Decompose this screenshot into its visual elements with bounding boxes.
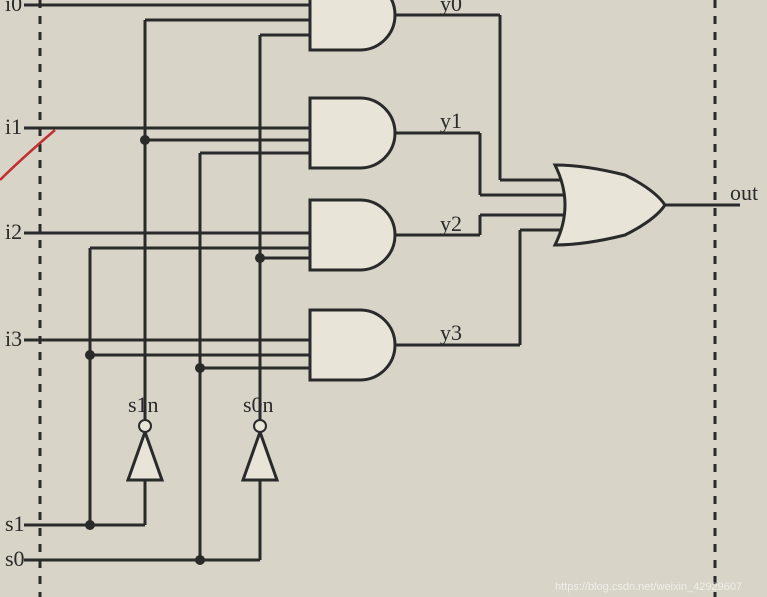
and-gate-y2 xyxy=(310,200,395,270)
and-gate-y0 xyxy=(310,0,395,50)
node-s1n-y1 xyxy=(140,135,150,145)
label-s0: s0 xyxy=(5,546,25,571)
label-s1: s1 xyxy=(5,511,25,536)
label-i0: i0 xyxy=(5,0,22,16)
label-s0n: s0n xyxy=(243,392,274,417)
label-y3: y3 xyxy=(440,320,462,345)
label-i3: i3 xyxy=(5,326,22,351)
label-y0: y0 xyxy=(440,0,462,16)
and-gate-y1 xyxy=(310,98,395,168)
node-s0-y3 xyxy=(195,363,205,373)
node-s1-y3 xyxy=(85,350,95,360)
label-out: out xyxy=(730,180,758,205)
watermark-text: https://blog.csdn.net/weixin_42929607 xyxy=(555,581,742,593)
not-gate-s1 xyxy=(128,432,162,480)
node-s0-branch xyxy=(195,555,205,565)
schematic-svg: i0 i1 i2 i3 s1 s0 y0 y1 y2 y3 s1n s0n ou… xyxy=(0,0,767,597)
not-bubble-s0 xyxy=(254,420,266,432)
label-i2: i2 xyxy=(5,219,22,244)
not-gate-s0 xyxy=(243,432,277,480)
label-s1n: s1n xyxy=(128,392,159,417)
schematic-canvas: i0 i1 i2 i3 s1 s0 y0 y1 y2 y3 s1n s0n ou… xyxy=(0,0,767,597)
not-bubble-s1 xyxy=(139,420,151,432)
label-y1: y1 xyxy=(440,108,462,133)
node-s0n-y2 xyxy=(255,253,265,263)
label-i1: i1 xyxy=(5,114,22,139)
and-gate-y3 xyxy=(310,310,395,380)
label-y2: y2 xyxy=(440,211,462,236)
node-s1-branch xyxy=(85,520,95,530)
or-gate-out xyxy=(555,165,665,245)
